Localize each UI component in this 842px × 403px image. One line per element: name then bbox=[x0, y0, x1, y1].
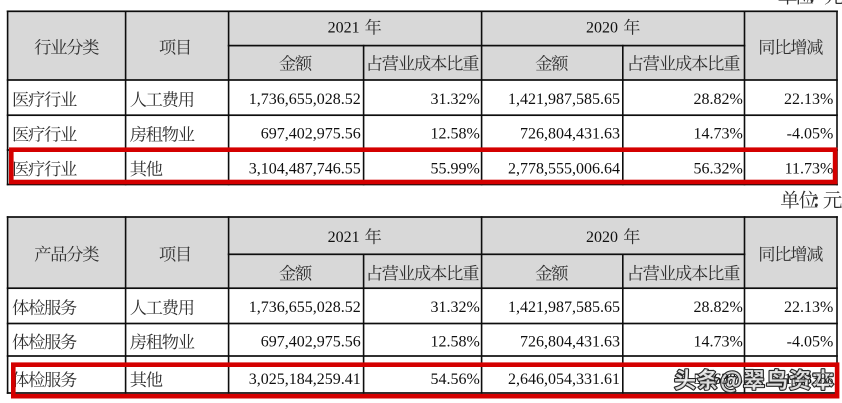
svg-text:22.13%: 22.13% bbox=[784, 299, 833, 316]
svg-text:54.56%: 54.56% bbox=[430, 371, 479, 388]
svg-text:1,421,987,585.65: 1,421,987,585.65 bbox=[508, 299, 620, 316]
svg-text:28.82%: 28.82% bbox=[693, 91, 742, 108]
svg-text:-4.05%: -4.05% bbox=[787, 126, 834, 143]
svg-text:56.32%: 56.32% bbox=[693, 160, 742, 177]
svg-text:28.82%: 28.82% bbox=[693, 299, 742, 316]
svg-text:31.32%: 31.32% bbox=[430, 91, 479, 108]
svg-text:726,804,431.63: 726,804,431.63 bbox=[520, 126, 620, 143]
svg-text:2,646,054,331.61: 2,646,054,331.61 bbox=[508, 371, 620, 388]
svg-text:14.33: 14.33 bbox=[791, 371, 827, 388]
svg-text:22.13%: 22.13% bbox=[784, 91, 833, 108]
svg-text:%: % bbox=[820, 371, 833, 388]
svg-text:11.73%: 11.73% bbox=[785, 160, 834, 177]
svg-text:-4.05%: -4.05% bbox=[787, 333, 834, 350]
svg-text:12.58%: 12.58% bbox=[430, 333, 479, 350]
svg-text:14.73%: 14.73% bbox=[693, 333, 742, 350]
svg-text:12.58%: 12.58% bbox=[430, 126, 479, 143]
svg-text:2021: 2021 bbox=[328, 20, 360, 37]
svg-text:1,736,655,028.52: 1,736,655,028.52 bbox=[249, 299, 361, 316]
svg-text:1,421,987,585.65: 1,421,987,585.65 bbox=[508, 91, 620, 108]
svg-text:2021: 2021 bbox=[328, 229, 360, 246]
svg-text:3,025,184,259.41: 3,025,184,259.41 bbox=[249, 371, 361, 388]
svg-text:14.73%: 14.73% bbox=[693, 126, 742, 143]
svg-text:2020: 2020 bbox=[586, 229, 618, 246]
svg-text:1,736,655,028.52: 1,736,655,028.52 bbox=[249, 91, 361, 108]
svg-text:63: 63 bbox=[713, 371, 729, 388]
svg-text:55.99%: 55.99% bbox=[430, 160, 479, 177]
svg-text:726,804,431.63: 726,804,431.63 bbox=[520, 333, 620, 350]
svg-text:3,104,487,746.55: 3,104,487,746.55 bbox=[249, 160, 361, 177]
svg-text:697,402,975.56: 697,402,975.56 bbox=[261, 333, 361, 350]
svg-text:2020: 2020 bbox=[586, 20, 618, 37]
svg-text:31.32%: 31.32% bbox=[430, 299, 479, 316]
svg-text:697,402,975.56: 697,402,975.56 bbox=[261, 126, 361, 143]
svg-text:2,778,555,006.64: 2,778,555,006.64 bbox=[508, 160, 620, 177]
